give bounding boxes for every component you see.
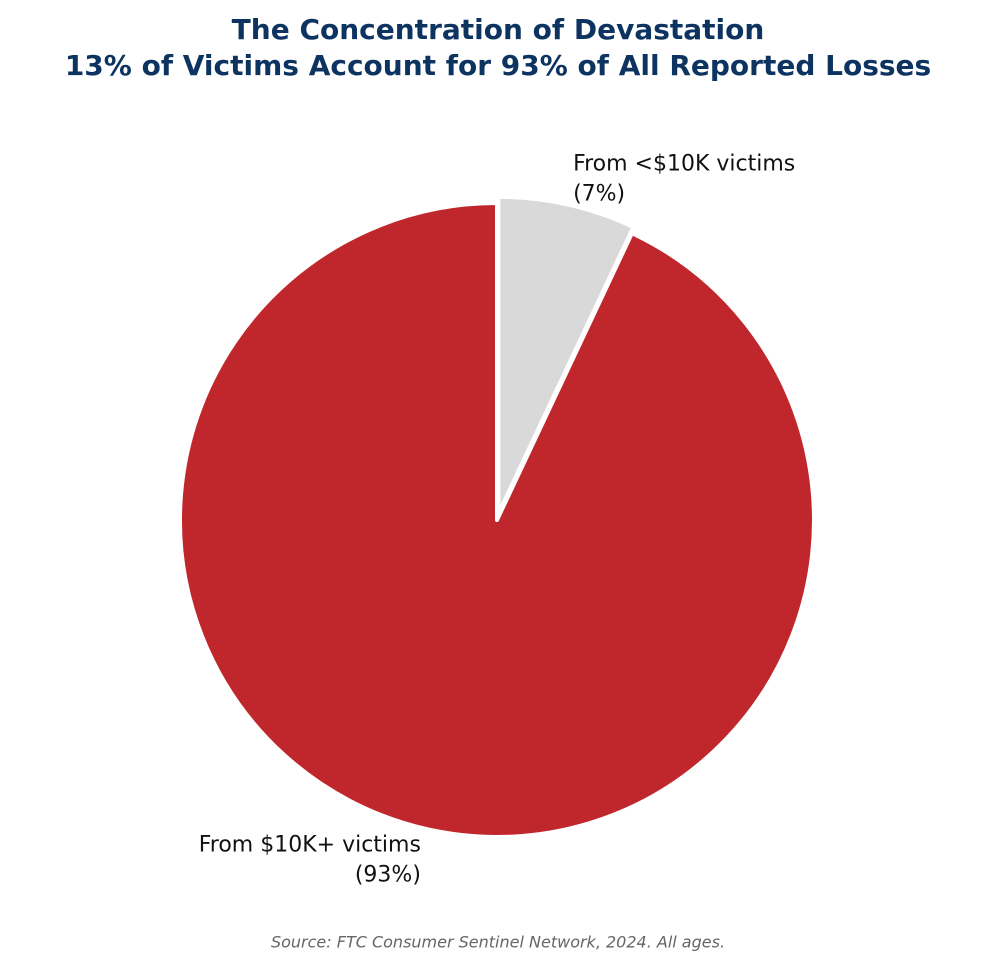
slice-value-label: (93%) [355,862,421,887]
pie-slice [178,201,816,839]
source-note: Source: FTC Consumer Sentinel Network, 2… [271,933,725,952]
slice-label: From $10K+ victims [199,832,421,857]
pie-slice [496,194,636,516]
chart-subtitle: 13% of Victims Account for 93% of All Re… [65,49,931,82]
slice-label: From <$10K victims [573,152,795,177]
slice-value-label: (7%) [573,182,625,207]
chart-title: The Concentration of Devastation [232,13,765,46]
